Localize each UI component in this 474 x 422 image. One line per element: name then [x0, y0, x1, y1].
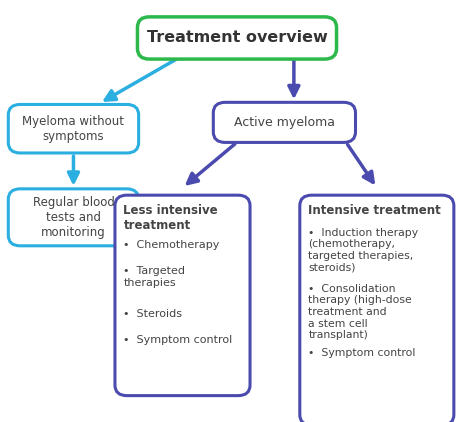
- Text: Myeloma without
symptoms: Myeloma without symptoms: [22, 115, 125, 143]
- FancyBboxPatch shape: [213, 103, 356, 143]
- FancyBboxPatch shape: [137, 17, 337, 59]
- FancyBboxPatch shape: [115, 195, 250, 396]
- Text: •  Consolidation
therapy (high-dose
treatment and
a stem cell
transplant): • Consolidation therapy (high-dose treat…: [309, 284, 412, 340]
- FancyBboxPatch shape: [8, 189, 138, 246]
- Text: •  Induction therapy
(chemotherapy,
targeted therapies,
steroids): • Induction therapy (chemotherapy, targe…: [309, 227, 419, 273]
- Text: •  Chemotherapy: • Chemotherapy: [123, 241, 220, 250]
- Text: Less intensive
treatment: Less intensive treatment: [123, 205, 218, 233]
- Text: •  Targeted
therapies: • Targeted therapies: [123, 267, 185, 288]
- Text: •  Symptom control: • Symptom control: [309, 348, 416, 358]
- Text: Regular blood
tests and
monitoring: Regular blood tests and monitoring: [33, 196, 114, 239]
- FancyBboxPatch shape: [300, 195, 454, 422]
- Text: Treatment overview: Treatment overview: [146, 30, 328, 46]
- Text: •  Steroids: • Steroids: [123, 309, 182, 319]
- Text: Active myeloma: Active myeloma: [234, 116, 335, 129]
- Text: Intensive treatment: Intensive treatment: [309, 204, 441, 217]
- FancyBboxPatch shape: [8, 105, 138, 153]
- Text: •  Symptom control: • Symptom control: [123, 335, 233, 345]
